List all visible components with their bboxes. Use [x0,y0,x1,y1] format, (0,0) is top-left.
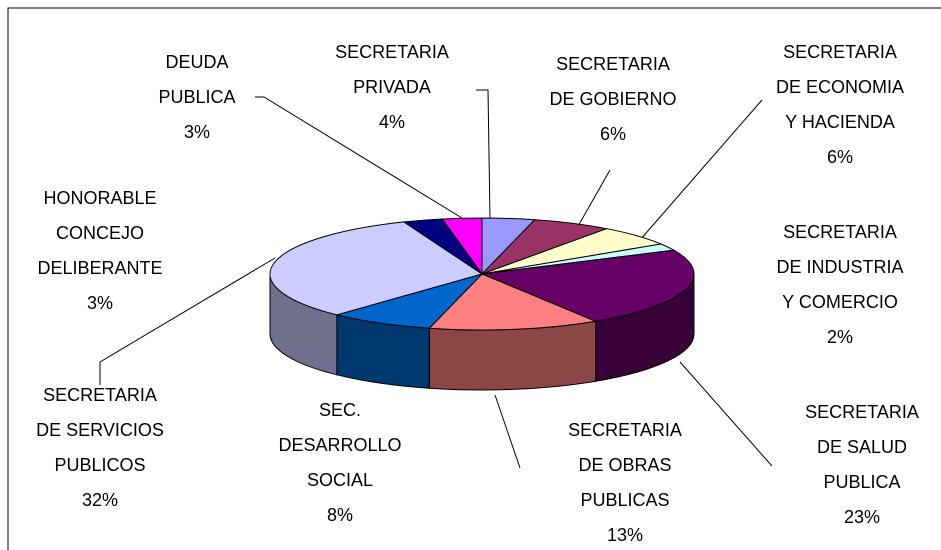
leader-line [476,89,491,219]
slice [428,273,598,331]
slice [269,221,484,316]
value-label: 6% [826,147,853,167]
value-label: 3% [86,293,113,313]
data-label: SECRETARIA DE SALUD PUBLICA 23% [792,395,932,535]
leader-line [99,257,276,385]
value-label: 8% [326,505,353,525]
data-label: SECRETARIA DE ECONOMIA Y HACIENDA 6% [770,35,910,175]
slice-side [428,320,597,391]
category-label: SECRETARIA DE ECONOMIA Y HACIENDA [775,42,904,132]
slice [334,273,484,329]
category-label: SECRETARIA DE GOBIERNO [549,54,677,109]
value-label: 3% [183,122,210,142]
frame [7,7,941,550]
data-label: DEUDA PUBLICA 3% [127,45,267,150]
value-label: 6% [599,124,626,144]
value-label: 4% [378,112,405,132]
slice [480,249,695,322]
data-label: SECRETARIA DE SERVICIOS PUBLICOS 32% [30,378,170,518]
data-label: SECRETARIA PRIVADA 4% [322,35,462,140]
slice [441,217,483,276]
leader-line [576,169,611,229]
category-label: SECRETARIA PRIVADA [335,42,449,97]
value-label: 32% [81,490,119,510]
data-label: SECRETARIA DE INDUSTRIA Y COMERCIO 2% [770,215,910,355]
category-label: SECRETARIA DE SALUD PUBLICA [805,402,919,492]
leader-line [639,99,763,241]
leader-line [255,96,463,219]
data-label: HONORABLE CONCEJO DELIBERANTE 3% [30,181,170,321]
category-label: SECRETARIA DE OBRAS PUBLICAS [568,420,682,510]
value-label: 2% [826,327,853,347]
data-label: SECRETARIA DE GOBIERNO 6% [543,47,683,152]
data-label: SECRETARIA DE OBRAS PUBLICAS 13% [555,413,695,550]
leader-line [679,361,773,467]
value-label: 13% [606,525,644,545]
category-label: SEC. DESARROLLO SOCIAL [278,400,402,490]
category-label: HONORABLE CONCEJO DELIBERANTE [37,188,163,278]
category-label: SECRETARIA DE INDUSTRIA Y COMERCIO [776,222,904,312]
category-label: DEUDA PUBLICA [158,52,236,107]
leader-lines [99,89,773,469]
value-label: 23% [843,507,881,527]
category-label: SECRETARIA DE SERVICIOS PUBLICOS [36,385,164,475]
data-label: SEC. DESARROLLO SOCIAL 8% [270,393,410,533]
leader-line [494,394,521,469]
